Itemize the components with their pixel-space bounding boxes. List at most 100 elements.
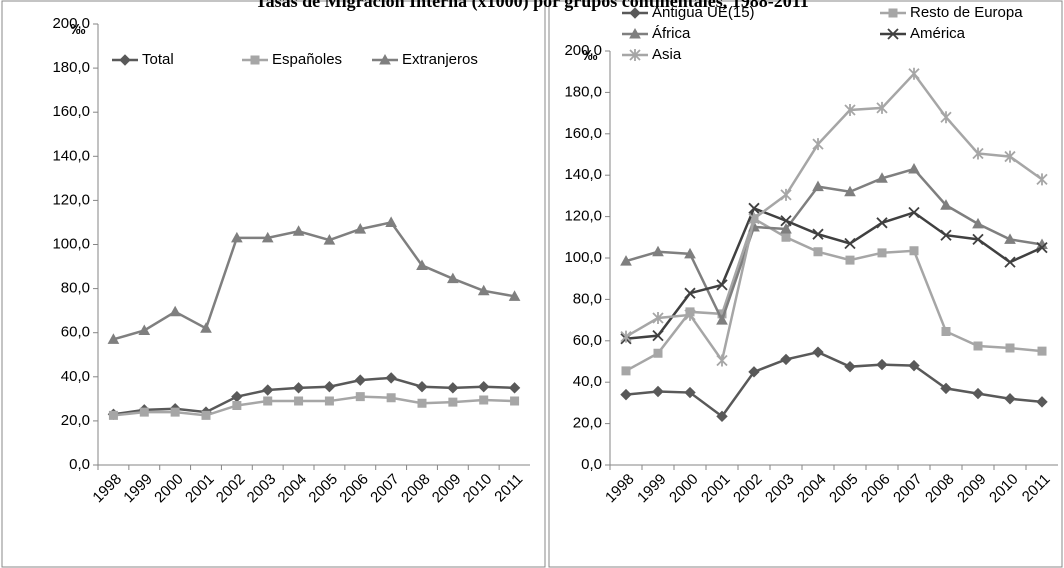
x-tick-label: 2001: [182, 471, 218, 507]
x-tick-label: 2002: [213, 471, 249, 507]
y-tick-label: 180,0: [564, 83, 602, 100]
y-tick-label: 80,0: [61, 280, 90, 297]
point-marker: [844, 237, 856, 250]
point-marker: [1004, 233, 1016, 244]
point-marker: [1005, 343, 1015, 353]
point-marker: [169, 305, 181, 317]
point-marker: [684, 247, 696, 259]
legend-marker: [629, 49, 641, 61]
point-marker: [448, 397, 458, 407]
point-marker: [620, 255, 632, 266]
y-axis-label: ‰: [583, 47, 598, 64]
point-marker: [780, 222, 792, 234]
y-tick-label: 60,0: [61, 324, 90, 341]
y-tick-label: 180,0: [52, 59, 90, 76]
point-marker: [139, 407, 149, 417]
point-marker: [780, 353, 792, 366]
point-marker: [844, 103, 856, 116]
point-marker: [973, 341, 983, 351]
point-marker: [447, 272, 459, 284]
y-tick-label: 0,0: [581, 456, 602, 473]
point-marker: [908, 359, 920, 372]
point-marker: [478, 381, 490, 393]
x-tick-label: 2002: [730, 471, 766, 507]
point-marker: [416, 259, 428, 270]
point-marker: [812, 228, 824, 240]
point-marker: [386, 393, 396, 403]
legend-marker: [629, 27, 641, 39]
x-tick-label: 2006: [336, 471, 372, 507]
x-tick-label: 2009: [429, 471, 465, 507]
point-marker: [263, 396, 273, 406]
x-tick-label: 2008: [398, 471, 434, 507]
y-tick-label: 40,0: [573, 373, 602, 390]
point-marker: [876, 217, 888, 229]
point-marker: [385, 372, 397, 384]
x-tick-label: 2005: [826, 471, 862, 507]
point-marker: [138, 324, 151, 335]
x-tick-label: 2001: [698, 471, 734, 507]
point-marker: [652, 312, 664, 325]
point-marker: [1036, 242, 1048, 254]
point-marker: [941, 326, 951, 336]
x-tick-label: 2011: [1019, 471, 1054, 506]
point-marker: [716, 354, 728, 367]
point-marker: [447, 382, 459, 394]
point-marker: [508, 382, 521, 394]
legend-label: Resto de Europa: [910, 4, 1023, 21]
series-line: [625, 206, 1043, 340]
point-marker: [908, 206, 920, 219]
y-tick-label: 100,0: [52, 235, 90, 252]
series-line: [625, 350, 1043, 419]
y-tick-label: 60,0: [573, 332, 602, 349]
point-marker: [323, 234, 336, 245]
x-tick-label: 2008: [922, 471, 958, 507]
x-tick-label: 1998: [602, 471, 638, 507]
legend-label: Antigua UE(15): [652, 4, 755, 21]
point-marker: [479, 395, 489, 405]
x-tick-label: 1999: [120, 471, 156, 507]
point-marker: [972, 217, 984, 229]
legend-marker: [119, 54, 131, 66]
x-tick-label: 2003: [762, 471, 798, 507]
x-tick-label: 2004: [794, 471, 830, 507]
point-marker: [354, 223, 367, 234]
y-tick-label: 160,0: [564, 125, 602, 142]
point-marker: [323, 381, 336, 393]
x-tick-label: 1999: [634, 471, 670, 507]
point-marker: [940, 111, 952, 124]
point-marker: [940, 199, 952, 210]
point-marker: [716, 314, 728, 325]
y-tick-label: 200,0: [564, 42, 602, 59]
x-tick-label: 2000: [151, 471, 187, 507]
point-marker: [652, 385, 664, 398]
x-tick-label: 2003: [244, 471, 280, 507]
legend-label: Españoles: [272, 51, 342, 68]
point-marker: [652, 245, 664, 257]
y-tick-label: 140,0: [52, 147, 90, 164]
point-marker: [1036, 173, 1048, 186]
point-marker: [620, 388, 632, 401]
point-marker: [908, 162, 920, 174]
x-tick-label: 2007: [890, 471, 926, 507]
x-tick-label: 2005: [305, 471, 341, 507]
panel-frame: [1, 0, 546, 568]
point-marker: [813, 247, 823, 257]
point-marker: [716, 279, 728, 291]
point-marker: [844, 185, 856, 197]
y-tick-label: 80,0: [573, 290, 602, 307]
x-tick-label: 2009: [954, 471, 990, 507]
point-marker: [780, 188, 792, 201]
point-marker: [748, 366, 760, 378]
y-tick-label: 200,0: [52, 15, 90, 32]
point-marker: [940, 229, 952, 241]
point-marker: [781, 232, 791, 242]
y-tick-label: 160,0: [52, 103, 90, 120]
point-marker: [201, 410, 211, 420]
legend-label: Total: [142, 51, 174, 68]
point-marker: [108, 410, 118, 420]
point-marker: [972, 233, 984, 246]
point-marker: [231, 390, 243, 403]
point-marker: [324, 396, 334, 406]
legend-marker: [888, 8, 898, 18]
